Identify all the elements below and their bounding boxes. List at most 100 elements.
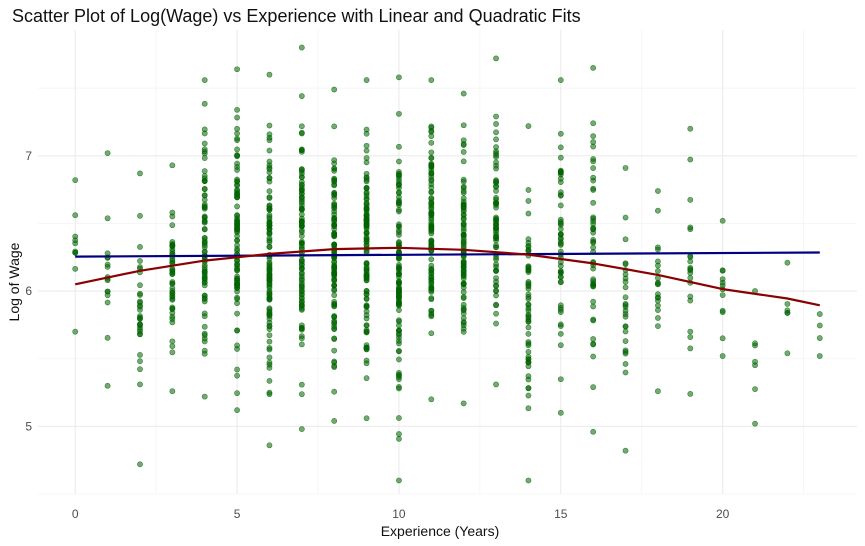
data-point bbox=[266, 166, 273, 172]
data-point bbox=[72, 237, 79, 244]
data-point bbox=[331, 347, 338, 354]
data-point bbox=[557, 189, 564, 196]
data-point bbox=[137, 282, 143, 289]
data-point bbox=[137, 381, 143, 388]
data-point bbox=[622, 338, 629, 344]
data-point bbox=[363, 312, 370, 319]
data-point bbox=[363, 375, 370, 382]
data-point bbox=[331, 223, 338, 230]
data-point bbox=[525, 210, 532, 217]
data-point bbox=[622, 294, 629, 301]
y-tick-label: 5 bbox=[25, 419, 32, 433]
data-point bbox=[525, 243, 532, 249]
data-point bbox=[687, 156, 694, 163]
data-point bbox=[655, 207, 661, 214]
data-point bbox=[331, 205, 338, 211]
data-point bbox=[331, 157, 338, 163]
data-point bbox=[201, 204, 208, 211]
data-point bbox=[363, 296, 370, 302]
data-point bbox=[428, 173, 435, 180]
x-tick-label: 20 bbox=[716, 507, 730, 521]
data-point bbox=[590, 316, 597, 323]
data-point bbox=[201, 393, 208, 400]
data-point bbox=[266, 346, 273, 353]
x-tick-label: 5 bbox=[234, 507, 241, 521]
data-point bbox=[460, 289, 467, 295]
x-axis-title: Experience (Years) bbox=[381, 523, 500, 539]
data-point bbox=[363, 219, 370, 226]
data-point bbox=[363, 170, 370, 177]
data-point bbox=[460, 243, 467, 250]
data-point bbox=[396, 356, 402, 363]
data-point bbox=[460, 264, 467, 271]
data-point bbox=[396, 369, 402, 376]
data-point bbox=[493, 196, 499, 203]
data-point bbox=[622, 236, 629, 243]
data-point bbox=[428, 269, 435, 276]
data-point bbox=[266, 306, 273, 313]
data-point bbox=[590, 64, 597, 71]
data-point bbox=[428, 77, 435, 83]
data-point bbox=[557, 279, 564, 285]
data-point bbox=[234, 300, 240, 307]
data-point bbox=[428, 139, 435, 146]
data-point bbox=[363, 142, 370, 149]
data-point bbox=[493, 244, 499, 251]
data-point bbox=[266, 292, 273, 298]
data-point bbox=[331, 418, 338, 424]
data-point bbox=[719, 276, 726, 282]
chart-title: Scatter Plot of Log(Wage) vs Experience … bbox=[12, 6, 581, 26]
data-point bbox=[655, 315, 661, 321]
data-point bbox=[298, 301, 305, 307]
data-point bbox=[266, 122, 273, 129]
data-point bbox=[460, 215, 467, 222]
data-point bbox=[460, 178, 467, 185]
data-point bbox=[622, 328, 629, 335]
grid bbox=[38, 30, 857, 495]
data-point bbox=[396, 435, 402, 442]
data-point bbox=[428, 200, 435, 207]
data-point bbox=[493, 256, 499, 263]
data-point bbox=[590, 215, 597, 222]
data-point bbox=[234, 233, 240, 239]
data-point bbox=[72, 212, 79, 219]
data-point bbox=[72, 265, 79, 272]
data-point bbox=[363, 287, 370, 294]
data-point bbox=[687, 254, 694, 260]
tick-labels: 0 5 10 15 20 5 6 7 bbox=[25, 149, 729, 521]
data-point bbox=[201, 282, 208, 289]
data-point bbox=[396, 189, 402, 196]
data-point bbox=[201, 269, 208, 276]
data-point bbox=[493, 275, 499, 282]
data-point bbox=[363, 415, 370, 422]
data-point bbox=[266, 442, 273, 449]
data-point bbox=[298, 190, 305, 197]
data-point bbox=[266, 194, 273, 200]
data-point bbox=[557, 77, 564, 83]
data-point bbox=[493, 204, 499, 211]
data-point bbox=[234, 327, 240, 334]
data-point bbox=[655, 262, 661, 269]
data-point bbox=[396, 169, 402, 175]
data-point bbox=[493, 129, 499, 136]
x-tick-label: 0 bbox=[72, 507, 79, 521]
data-point bbox=[201, 323, 208, 330]
data-point bbox=[719, 309, 726, 316]
data-point bbox=[298, 170, 305, 177]
data-point bbox=[428, 279, 435, 286]
data-point bbox=[460, 183, 467, 190]
data-point bbox=[622, 361, 629, 367]
data-point bbox=[396, 206, 402, 213]
y-tick-label: 7 bbox=[25, 149, 32, 163]
data-point bbox=[525, 353, 532, 360]
data-point bbox=[104, 215, 111, 222]
data-point bbox=[590, 341, 597, 348]
data-point bbox=[266, 391, 273, 398]
data-point bbox=[525, 330, 532, 337]
data-point bbox=[363, 327, 370, 334]
data-point bbox=[687, 345, 694, 352]
data-point bbox=[396, 181, 402, 188]
data-point bbox=[396, 265, 402, 272]
data-point bbox=[428, 195, 435, 201]
